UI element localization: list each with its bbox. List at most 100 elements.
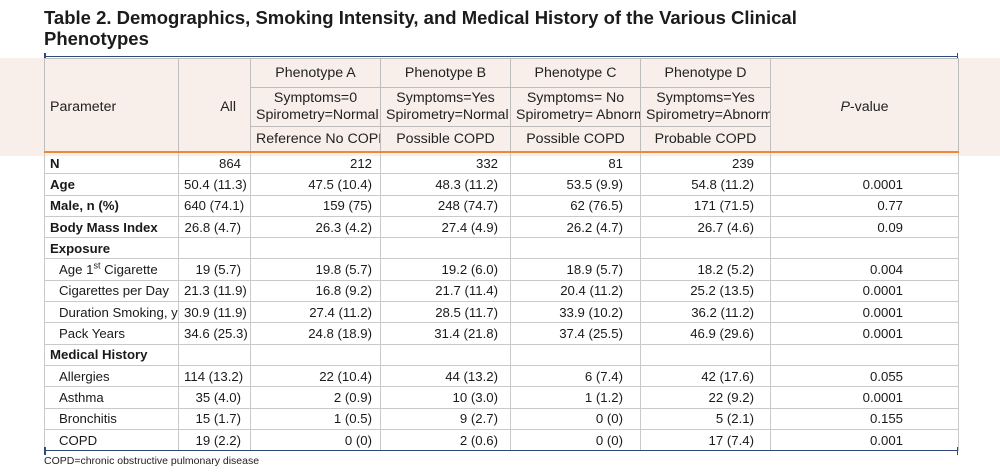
row-label: Pack Years bbox=[44, 322, 179, 345]
cell-phenotype-b: 44 (13.2) bbox=[380, 364, 511, 388]
symptoms-phenotype-a: Symptoms=0 bbox=[273, 90, 358, 106]
criteria-phenotype-a: Symptoms=0 Spirometry=Normal bbox=[250, 87, 381, 127]
header-pvalue: P-value bbox=[770, 58, 959, 153]
cell-phenotype-c: 62 (76.5) bbox=[510, 194, 641, 217]
cell-phenotype-a: 24.8 (18.9) bbox=[250, 322, 381, 345]
cell-all: 30.9 (11.9) bbox=[178, 301, 251, 324]
cell-phenotype-b: 332 bbox=[380, 151, 511, 175]
section-heading-medical-history: Medical History bbox=[44, 343, 179, 366]
table-title-line-1: Table 2. Demographics, Smoking Intensity… bbox=[44, 7, 797, 28]
row-label: Allergies bbox=[44, 364, 179, 388]
symptoms-phenotype-c: Symptoms= No bbox=[526, 90, 625, 106]
symptoms-phenotype-d: Symptoms=Yes bbox=[656, 90, 755, 106]
header-all: All bbox=[178, 58, 251, 153]
cell-all: 15 (1.7) bbox=[178, 407, 251, 430]
cell-phenotype-a: 16.8 (9.2) bbox=[250, 279, 381, 303]
cell-all: 864 bbox=[178, 151, 251, 175]
status-phenotype-d: Probable COPD bbox=[640, 126, 771, 153]
cell-all: 640 (74.1) bbox=[178, 194, 251, 217]
cell-phenotype-a: 22 (10.4) bbox=[250, 364, 381, 388]
spirometry-phenotype-d: Spirometry=Abnormal bbox=[646, 107, 771, 123]
table-title-line-2: Phenotypes bbox=[44, 28, 149, 49]
row-label: Duration Smoking, yr bbox=[44, 301, 179, 324]
row-label: Body Mass Index bbox=[44, 215, 179, 239]
cell-phenotype-c: 81 bbox=[510, 151, 641, 175]
cell-phenotype-d: 54.8 (11.2) bbox=[640, 173, 771, 196]
cell-phenotype-a: 159 (75) bbox=[250, 194, 381, 217]
cell-pvalue: 0.004 bbox=[770, 258, 959, 281]
cell-phenotype-c: 1 (1.2) bbox=[510, 386, 641, 409]
cell-all: 35 (4.0) bbox=[178, 386, 251, 409]
cell-phenotype-a: 1 (0.5) bbox=[250, 407, 381, 430]
cell-phenotype-d: 46.9 (29.6) bbox=[640, 322, 771, 345]
ordinal-superscript: st bbox=[93, 260, 101, 271]
spirometry-phenotype-a: Spirometry=Normal bbox=[256, 107, 379, 123]
cell-all: 50.4 (11.3) bbox=[178, 173, 251, 196]
criteria-phenotype-b: Symptoms=Yes Spirometry=Normal bbox=[380, 87, 511, 127]
cell-phenotype-d: 171 (71.5) bbox=[640, 194, 771, 217]
header-phenotype-d: Phenotype D bbox=[640, 58, 771, 88]
cell-phenotype-a: 19.8 (5.7) bbox=[250, 258, 381, 281]
cell-phenotype-a: 47.5 (10.4) bbox=[250, 173, 381, 196]
spirometry-phenotype-b: Spirometry=Normal bbox=[386, 107, 509, 123]
cell-phenotype-a: 212 bbox=[250, 151, 381, 175]
table-header: Parameter All Phenotype A Phenotype B Ph… bbox=[44, 58, 959, 153]
cell-pvalue: 0.0001 bbox=[770, 279, 959, 303]
cell-pvalue: 0.055 bbox=[770, 364, 959, 388]
table-body: N 864 212 332 81 239 Age 50.4 (11.3) 47.… bbox=[44, 151, 959, 452]
header-phenotype-b: Phenotype B bbox=[380, 58, 511, 88]
table-row-medical-history-heading: Medical History bbox=[44, 343, 959, 366]
row-label: N bbox=[44, 151, 179, 175]
cell-phenotype-c: 0 (0) bbox=[510, 407, 641, 430]
cell-phenotype-b: 31.4 (21.8) bbox=[380, 322, 511, 345]
cell-all: 26.8 (4.7) bbox=[178, 215, 251, 239]
table-row-exposure-heading: Exposure bbox=[44, 237, 959, 260]
spirometry-phenotype-c: Spirometry= Abnormal bbox=[516, 107, 640, 123]
cell-all: 19 (2.2) bbox=[178, 428, 251, 452]
cell-phenotype-c: 33.9 (10.2) bbox=[510, 301, 641, 324]
cell-phenotype-b: 48.3 (11.2) bbox=[380, 173, 511, 196]
header-phenotype-c: Phenotype C bbox=[510, 58, 641, 88]
cell-all: 34.6 (25.3) bbox=[178, 322, 251, 345]
cell-pvalue: 0.0001 bbox=[770, 173, 959, 196]
row-label: Asthma bbox=[44, 386, 179, 409]
status-phenotype-b: Possible COPD bbox=[380, 126, 511, 153]
row-label: Age bbox=[44, 173, 179, 196]
cell-phenotype-d: 25.2 (13.5) bbox=[640, 279, 771, 303]
bottom-rule bbox=[44, 447, 958, 455]
cell-phenotype-c: 0 (0) bbox=[510, 428, 641, 452]
section-heading-exposure: Exposure bbox=[44, 237, 179, 260]
table-row-age-first-cigarette: Age 1st Cigarette 19 (5.7) 19.8 (5.7) 19… bbox=[44, 258, 959, 281]
row-label: COPD bbox=[44, 428, 179, 452]
pvalue-suffix: -value bbox=[849, 99, 889, 115]
cell-phenotype-b: 2 (0.6) bbox=[380, 428, 511, 452]
table-row-n: N 864 212 332 81 239 bbox=[44, 151, 959, 175]
cell-phenotype-a: 0 (0) bbox=[250, 428, 381, 452]
cell-phenotype-d: 42 (17.6) bbox=[640, 364, 771, 388]
row-label-part: Cigarette bbox=[100, 262, 158, 278]
footnote: COPD=chronic obstructive pulmonary disea… bbox=[44, 455, 260, 467]
demographics-table: Parameter All Phenotype A Phenotype B Ph… bbox=[44, 58, 959, 452]
cell-phenotype-d: 239 bbox=[640, 151, 771, 175]
cell-phenotype-b: 28.5 (11.7) bbox=[380, 301, 511, 324]
cell-pvalue bbox=[770, 151, 959, 175]
table-row-age: Age 50.4 (11.3) 47.5 (10.4) 48.3 (11.2) … bbox=[44, 173, 959, 196]
cell-phenotype-b: 10 (3.0) bbox=[380, 386, 511, 409]
cell-phenotype-c: 53.5 (9.9) bbox=[510, 173, 641, 196]
table-row-pack-years: Pack Years 34.6 (25.3) 24.8 (18.9) 31.4 … bbox=[44, 322, 959, 345]
cell-phenotype-b: 27.4 (4.9) bbox=[380, 215, 511, 239]
pvalue-italic-p: P bbox=[840, 99, 850, 115]
cell-all: 114 (13.2) bbox=[178, 364, 251, 388]
row-label: Cigarettes per Day bbox=[44, 279, 179, 303]
cell-phenotype-b: 19.2 (6.0) bbox=[380, 258, 511, 281]
cell-phenotype-d: 5 (2.1) bbox=[640, 407, 771, 430]
cell-phenotype-b: 248 (74.7) bbox=[380, 194, 511, 217]
cell-phenotype-d: 17 (7.4) bbox=[640, 428, 771, 452]
cell-phenotype-c: 18.9 (5.7) bbox=[510, 258, 641, 281]
cell-phenotype-b: 21.7 (11.4) bbox=[380, 279, 511, 303]
cell-pvalue: 0.09 bbox=[770, 215, 959, 239]
cell-phenotype-d: 18.2 (5.2) bbox=[640, 258, 771, 281]
symptoms-phenotype-b: Symptoms=Yes bbox=[396, 90, 495, 106]
table-row-bmi: Body Mass Index 26.8 (4.7) 26.3 (4.2) 27… bbox=[44, 215, 959, 239]
